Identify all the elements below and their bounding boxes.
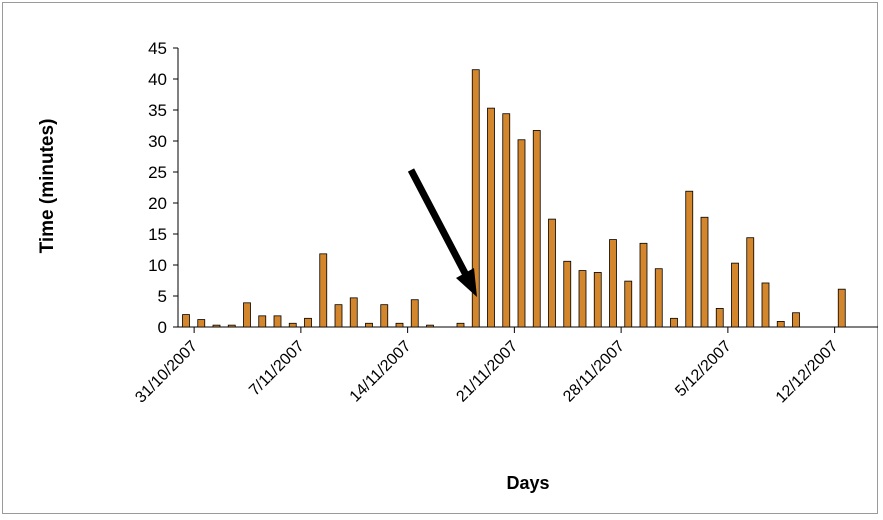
x-tick-label: 21/11/2007 (453, 338, 521, 406)
x-axis-label: Days (506, 473, 549, 493)
bar: 28/11/2007: 7.4 (624, 280, 633, 328)
bar: 3/11/2007: 3.9 (243, 302, 251, 328)
bar: 30/11/2007: 9.4 (654, 268, 663, 328)
x-tick-label: 5/12/2007 (672, 338, 734, 400)
y-tick-label: 0 (158, 318, 167, 337)
bar: 12/12/2007: 6.1 (837, 288, 846, 328)
bar-chart: 30/10/2007: 2 31/10/2007: 1.2 1/11/2007: 0… (37, 39, 878, 493)
bar: 17/11/2007: 0.6 (456, 322, 465, 328)
bar: 8/11/2007: 11.8 (319, 253, 328, 328)
bar: 25/11/2007: 9.1 (578, 270, 587, 328)
bar: 11/11/2007: 0.6 (365, 322, 373, 328)
bar: 4/11/2007: 1.8 (258, 315, 267, 328)
tick-labels: 0 5 10 15 20 25 30 35 40 45 31/10/2007 7/11/2007 14/… (132, 39, 841, 406)
y-axis-label: Time (minutes) (37, 119, 58, 254)
bar: 7/12/2007: 7.1 (761, 282, 770, 328)
bar: 7/11/2007: 1.4 (304, 317, 312, 328)
bar: 1/11/2007: 0.3 (212, 324, 221, 328)
bar: 3/12/2007: 17.7 (700, 216, 709, 328)
bar: 30/10/2007: 2 (182, 314, 190, 328)
bar: 26/11/2007: 8.8 (593, 272, 602, 328)
y-tick-label: 5 (158, 287, 167, 306)
bar: 6/12/2007: 14.4 (746, 237, 755, 328)
y-tick-label: 10 (148, 256, 167, 275)
chart-frame: 30/10/2007: 2 31/10/2007: 1.2 1/11/2007: 0… (2, 2, 878, 514)
bar: 24/11/2007: 10.6 (563, 260, 572, 328)
bar: 9/12/2007: 2.3 (792, 312, 800, 328)
bar: 9/11/2007: 3.6 (334, 304, 343, 328)
bar: 15/11/2007: 0.3 (426, 324, 434, 328)
bar: 27/11/2007: 14.1 (609, 239, 617, 328)
bar: 22/11/2007: 31.7 (532, 130, 541, 328)
bar: 5/12/2007: 10.3 (731, 262, 739, 328)
bar: 1/12/2007: 1.4 (670, 317, 678, 328)
bar: 23/11/2007: 17.4 (548, 218, 556, 328)
x-tick-label: 7/11/2007 (246, 338, 308, 400)
y-tick-label: 20 (148, 194, 167, 213)
bar: 19/11/2007: 35.3 (487, 107, 495, 328)
bar: 2/11/2007: 0.3 (227, 324, 236, 328)
bar: 21/11/2007: 30.2 (517, 139, 526, 328)
bar: 20/11/2007: 34.4 (502, 113, 511, 328)
y-tick-label: 45 (148, 39, 167, 58)
x-tick-label: 31/10/2007 (132, 338, 201, 407)
x-tick-label: 14/11/2007 (347, 338, 415, 406)
bar: 6/11/2007: 0.6 (288, 322, 297, 328)
y-tick-label: 40 (148, 70, 167, 89)
bar: 18/11/2007: 41.5 (471, 69, 480, 328)
axes (173, 47, 878, 333)
y-tick-label: 30 (148, 132, 167, 151)
bar: 2/12/2007: 21.9 (685, 190, 694, 328)
bar: 13/11/2007: 0.6 (395, 322, 404, 328)
bar: 12/11/2007: 3.6 (380, 304, 389, 328)
annotation-arrow (407, 168, 477, 297)
bar: 10/11/2007: 4.7 (349, 297, 358, 328)
bar: 4/12/2007: 3 (715, 307, 724, 328)
arrow-shaft (407, 168, 470, 277)
bar: 29/11/2007: 13.5 (639, 242, 648, 328)
x-tick-label: 28/11/2007 (560, 338, 628, 406)
bar: 5/11/2007: 1.8 (273, 315, 282, 328)
bar: 14/11/2007: 4.4 (410, 299, 419, 328)
arrow-head (456, 268, 477, 297)
bars: 30/10/2007: 2 31/10/2007: 1.2 1/11/2007: 0… (182, 69, 846, 328)
x-tick-label: 12/12/2007 (773, 338, 842, 407)
y-tick-label: 15 (148, 225, 167, 244)
y-tick-label: 25 (148, 163, 167, 182)
bar: 8/12/2007: 0.9 (776, 321, 785, 328)
y-tick-label: 35 (148, 101, 167, 120)
bar: 31/10/2007: 1.2 (197, 319, 206, 328)
